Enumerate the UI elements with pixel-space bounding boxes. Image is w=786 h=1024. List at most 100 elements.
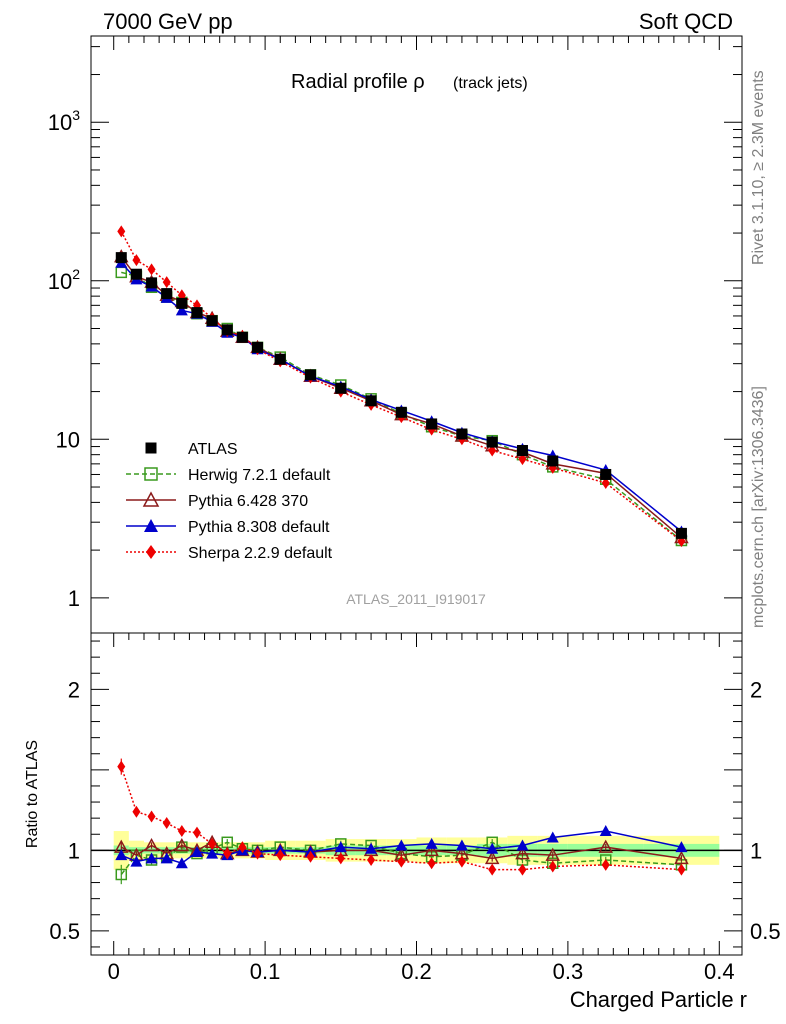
- ratio-y-tick-label: 1: [68, 838, 80, 863]
- ratio-y-tick-label-right: 1: [750, 838, 762, 863]
- ratio-point-pythia8: [425, 837, 438, 849]
- main-series: [114, 225, 689, 548]
- point-atlas: [426, 418, 438, 430]
- ratio-point-pythia8: [395, 839, 408, 851]
- ratio-point-sherpa: [518, 863, 527, 876]
- y-tick-base: 1: [68, 586, 80, 611]
- ratio-point-pythia6: [174, 837, 190, 852]
- legend-marker: [145, 442, 157, 454]
- point-atlas: [675, 527, 687, 539]
- mcplots-label: mcplots.cern.ch [arXiv:1306.3436]: [750, 386, 767, 628]
- point-atlas: [236, 331, 248, 343]
- ratio-y-tick-labels: 2 2 1 1 0.5 0.5: [49, 677, 780, 944]
- point-atlas: [252, 341, 264, 353]
- ratio-point-pythia8: [206, 847, 219, 859]
- point-atlas: [547, 455, 559, 467]
- ratio-point-pythia8: [546, 831, 559, 843]
- header-right: Soft QCD: [639, 9, 733, 34]
- x-tick-labels: 0 0.1 0.2 0.3 0.4: [108, 959, 735, 984]
- point-atlas: [395, 406, 407, 418]
- legend-label: Pythia 8.308 default: [188, 519, 330, 536]
- ratio-point-sherpa: [457, 855, 466, 868]
- y-tick-label: 103: [48, 107, 80, 135]
- legend-label: Herwig 7.2.1 default: [188, 467, 331, 484]
- ratio-panel: 2 21 10.5 0.5 0 0.1 0.2 0.3 0.4 Ratio to ATLAS …: [24, 632, 781, 1012]
- ratio-point-pythia8: [175, 857, 188, 869]
- ratio-point-pythia8: [334, 841, 347, 853]
- point-atlas: [456, 428, 468, 440]
- header-left: 7000 GeV pp: [103, 9, 233, 34]
- x-tick-label: 0.3: [553, 959, 584, 984]
- ratio-y-tick-label: 2: [68, 677, 80, 702]
- series-line-herwig: [121, 271, 682, 542]
- main-ticks: [91, 36, 742, 599]
- ratio-point-pythia8: [365, 842, 378, 854]
- y-tick-label: 10: [56, 427, 80, 452]
- ratio-point-pythia6: [515, 846, 530, 860]
- legend-item-herwig: Herwig 7.2.1 default: [126, 467, 331, 484]
- x-tick-label: 0.2: [401, 959, 432, 984]
- point-atlas: [274, 353, 286, 365]
- ratio-point-sherpa: [223, 847, 232, 860]
- ratio-point-sherpa: [336, 852, 345, 865]
- ratio-point-sherpa: [601, 858, 610, 871]
- legend-item-pythia6: Pythia 6.428 370: [126, 491, 308, 510]
- point-atlas: [516, 444, 528, 456]
- ratio-point-sherpa: [367, 854, 376, 867]
- ratio-point-sherpa: [238, 841, 247, 854]
- title-sub: (track jets): [453, 75, 528, 92]
- ratio-series: [114, 758, 689, 885]
- point-sherpa: [601, 477, 610, 490]
- point-atlas: [486, 436, 498, 448]
- point-atlas: [115, 252, 127, 264]
- ratio-line-herwig: [120, 841, 682, 875]
- analysis-label: ATLAS_2011_I919017: [346, 591, 486, 607]
- ratio-y-axis-label: Ratio to ATLAS: [24, 740, 41, 848]
- x-axis-label: Charged Particle r: [570, 987, 747, 1012]
- point-atlas: [365, 395, 377, 407]
- ratio-line-sherpa: [120, 766, 682, 871]
- ratio-point-sherpa: [132, 805, 141, 818]
- legend: ATLAS Herwig 7.2.1 default Pythia 6.428 37…: [126, 441, 333, 562]
- point-sherpa: [132, 254, 141, 267]
- ratio-point-sherpa: [117, 760, 126, 773]
- y-tick-base: 10: [56, 427, 80, 452]
- ratio-point-sherpa: [488, 863, 497, 876]
- ratio-point-pythia8: [190, 845, 203, 857]
- point-atlas: [206, 315, 218, 327]
- legend-label: Sherpa 2.2.9 default: [188, 545, 333, 562]
- ratio-point-pythia8: [675, 841, 688, 853]
- ratio-point-pythia8: [486, 842, 499, 854]
- ratio-point-pythia6: [674, 850, 689, 865]
- y-tick-base: 10: [48, 110, 72, 135]
- x-tick-label: 0.4: [704, 959, 735, 984]
- point-sherpa: [147, 263, 156, 276]
- ratio-point-pythia8: [455, 839, 468, 851]
- series-line-pythia8: [120, 262, 682, 533]
- legend-marker: [144, 519, 158, 532]
- main-frame: [90, 35, 743, 634]
- series-atlas: [115, 252, 687, 539]
- ratio-point-herwig: [115, 868, 128, 881]
- ratio-point-sherpa: [192, 826, 201, 839]
- ratio-point-pythia6: [484, 850, 500, 865]
- ratio-point-sherpa: [147, 810, 156, 823]
- point-sherpa: [117, 225, 126, 238]
- legend-marker: [146, 545, 156, 559]
- point-atlas: [600, 468, 612, 480]
- ratio-point-sherpa: [548, 860, 557, 873]
- point-atlas: [305, 369, 317, 381]
- ratio-y-tick-label: 0.5: [49, 919, 80, 944]
- y-tick-base: 10: [48, 269, 72, 294]
- y-tick-exp: 2: [72, 266, 80, 282]
- legend-marker: [142, 491, 160, 507]
- point-pythia8: [175, 304, 188, 316]
- ratio-point-pythia8: [599, 825, 612, 837]
- point-atlas: [176, 297, 188, 309]
- y-tick-label: 102: [48, 266, 80, 294]
- point-sherpa: [518, 453, 527, 466]
- ratio-series-sherpa: [117, 758, 686, 876]
- ratio-point-sherpa: [677, 863, 686, 876]
- ratio-y-tick-label-right: 0.5: [750, 919, 781, 944]
